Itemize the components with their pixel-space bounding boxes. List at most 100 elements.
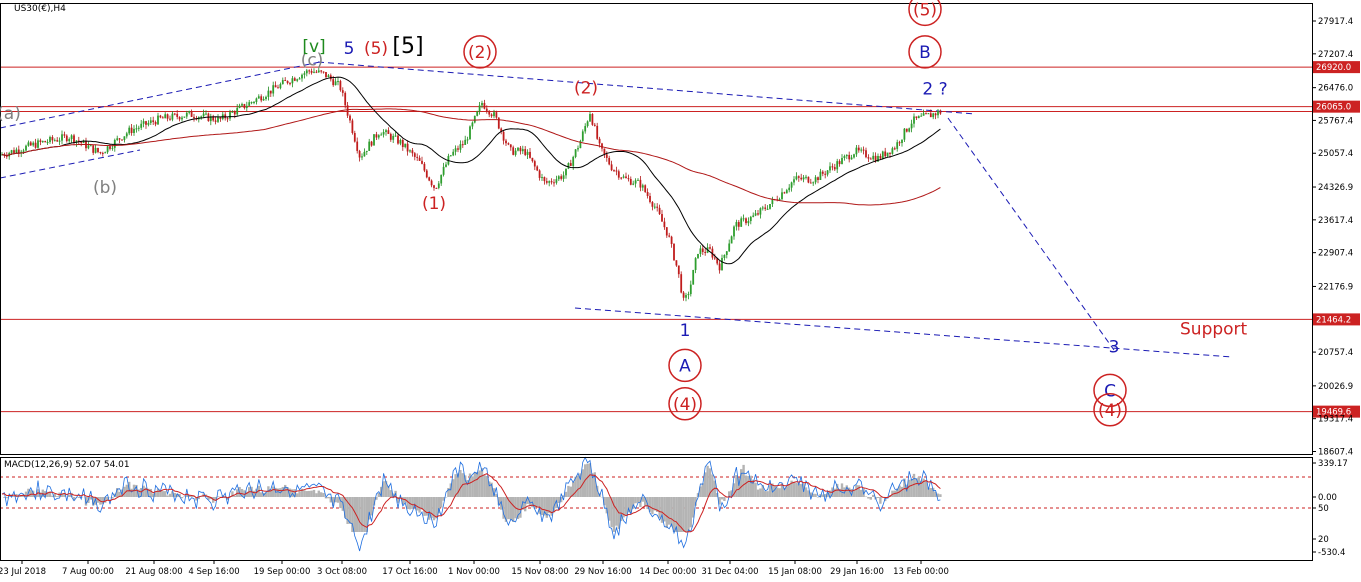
price-tick-label: 22176.9: [1318, 282, 1353, 292]
wave-label-circle: [668, 387, 702, 421]
candle-body: [39, 140, 42, 143]
candle-body: [605, 154, 608, 158]
wave-label: Support: [1180, 319, 1248, 339]
candle-body: [70, 135, 73, 140]
candle-body: [862, 149, 865, 151]
candle-body: [267, 90, 270, 97]
candle-body: [699, 248, 702, 254]
candle-body: [745, 218, 747, 224]
candle-body: [349, 115, 351, 121]
candle-body: [812, 182, 815, 184]
candle-body: [807, 176, 810, 183]
candle-body: [759, 208, 762, 215]
candle-body: [850, 157, 853, 160]
candle-body: [265, 96, 267, 99]
candle-body: [140, 123, 143, 128]
candle-body: [404, 143, 407, 148]
candle-body: [284, 80, 287, 82]
candle-body: [481, 102, 483, 106]
candle-body: [20, 151, 23, 154]
candle-body: [615, 170, 618, 172]
candle-body: [226, 118, 229, 120]
candle-body: [171, 113, 174, 120]
candle-body: [437, 183, 440, 188]
candle-body: [394, 135, 397, 137]
candle-body: [310, 71, 313, 73]
candle-body: [305, 70, 308, 74]
candle-body: [10, 150, 13, 153]
candle-body: [790, 182, 793, 188]
candle-body: [490, 114, 493, 117]
candle-body: [802, 177, 805, 180]
candle-body: [298, 78, 301, 80]
candle-body: [459, 144, 462, 150]
candle-body: [116, 138, 119, 140]
candle-body: [692, 269, 695, 285]
candle-body: [733, 226, 735, 237]
candle-body: [478, 105, 481, 112]
candle-body: [233, 111, 236, 115]
time-tick-label: 15 Nov 08:00: [511, 567, 568, 577]
candle-body: [29, 142, 32, 146]
candle-body: [512, 147, 515, 155]
candle-body: [257, 96, 260, 99]
candle-body: [718, 263, 721, 271]
wave-label: 1: [680, 321, 691, 341]
candle-body: [519, 147, 522, 152]
candle-body: [665, 227, 668, 236]
candle-body: [562, 175, 565, 179]
candle-body: [740, 218, 743, 227]
candle-body: [473, 115, 476, 123]
candle-body: [243, 104, 246, 109]
wave-label: (a): [0, 104, 21, 124]
candle-body: [641, 185, 644, 188]
candle-body: [80, 141, 83, 143]
candle-body: [896, 142, 899, 149]
candle-body: [442, 166, 445, 175]
time-tick-label: 17 Oct 16:00: [382, 567, 437, 577]
candle-body: [845, 154, 848, 157]
candle-body: [363, 151, 366, 157]
candle-body: [401, 139, 404, 148]
candle-body: [209, 116, 212, 122]
candle-body: [445, 164, 447, 167]
price-tick-label: 26476.0: [1318, 84, 1353, 94]
candle-body: [34, 142, 37, 148]
candle-body: [135, 128, 138, 130]
candle-body: [872, 155, 875, 160]
candle-body: [752, 215, 755, 217]
level-tag: [1313, 313, 1360, 326]
candle-body: [829, 166, 831, 171]
candle-body: [111, 147, 114, 149]
candle-body: [68, 139, 71, 142]
candle-body: [860, 149, 863, 151]
candle-body: [913, 116, 915, 124]
candle-body: [214, 120, 217, 122]
candle-body: [533, 161, 536, 167]
candle-body: [685, 295, 687, 298]
candle-body: [553, 182, 555, 184]
candle-body: [145, 121, 147, 125]
candle-body: [908, 128, 911, 132]
candle-body: [104, 152, 107, 154]
candle-body: [881, 151, 884, 159]
candle-body: [457, 148, 459, 150]
candle-body: [555, 179, 558, 183]
circled-wave-label: (4): [1098, 401, 1122, 421]
candle-body: [169, 118, 171, 120]
candle-body: [598, 138, 601, 144]
price-tick-label: 24326.9: [1318, 183, 1353, 193]
candle-body: [332, 79, 335, 86]
candle-body: [346, 105, 349, 116]
candle-body: [296, 79, 299, 81]
candle-body: [361, 156, 363, 158]
wave-label: (c): [301, 51, 324, 71]
candle-body: [848, 154, 851, 160]
candle-body: [358, 150, 361, 158]
candle-body: [46, 142, 49, 144]
level-tag: [1313, 100, 1360, 113]
candle-body: [178, 116, 181, 120]
candle-body: [625, 176, 627, 179]
candle-body: [236, 107, 239, 115]
candle-body: [581, 131, 584, 141]
